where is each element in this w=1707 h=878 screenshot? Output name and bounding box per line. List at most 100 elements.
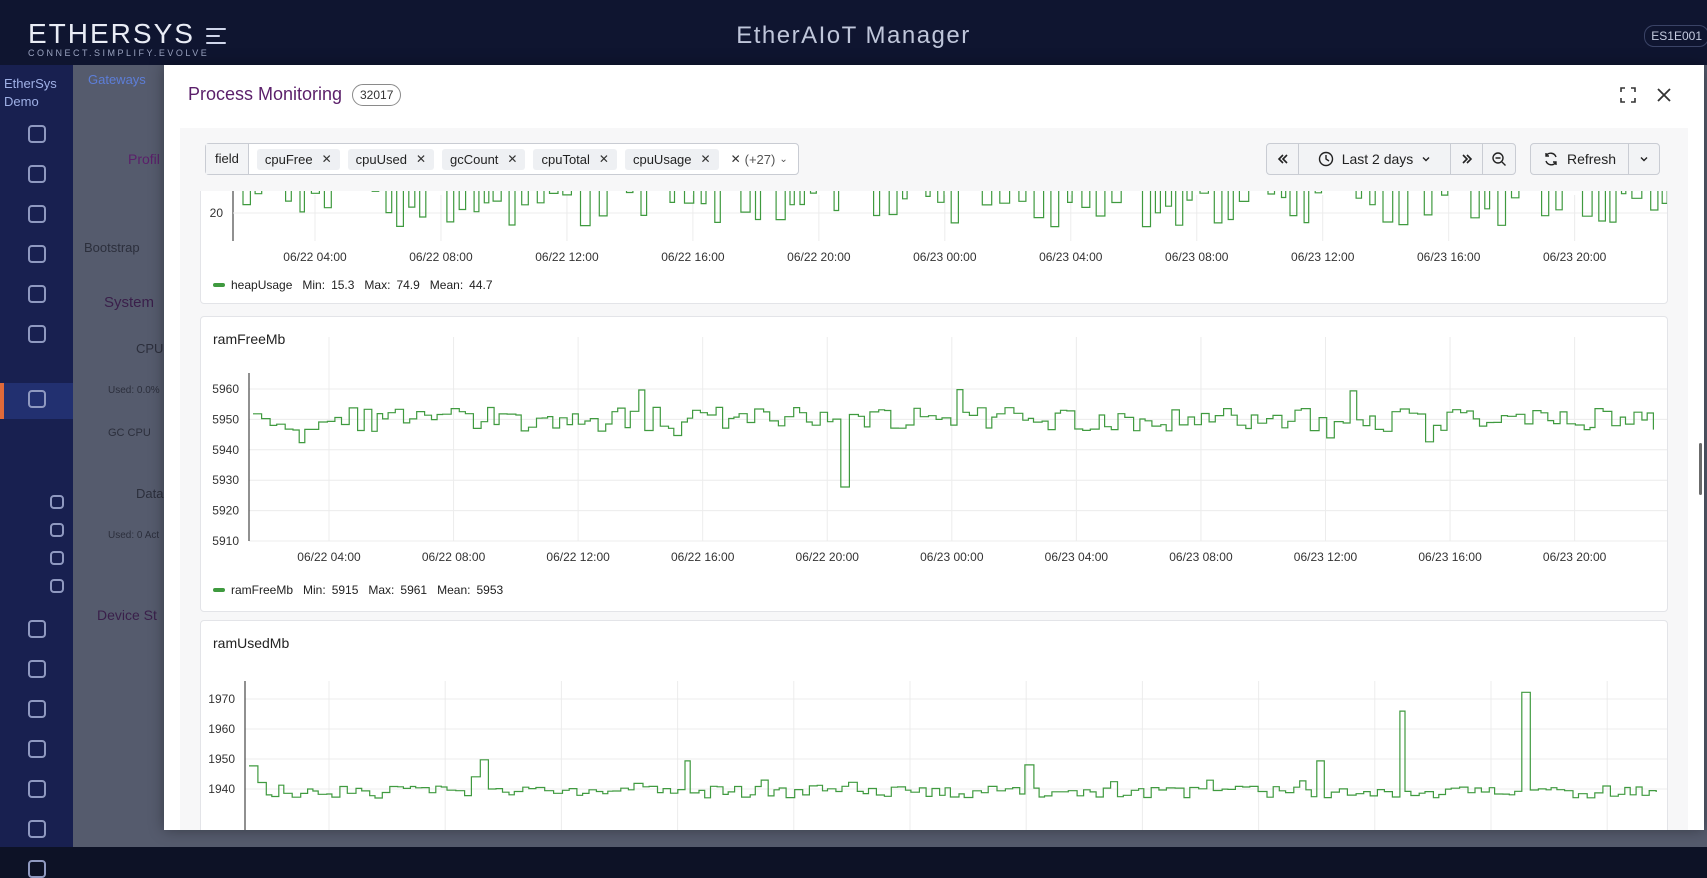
fullscreen-icon[interactable]: [1618, 85, 1638, 105]
menu-toggle-icon[interactable]: [206, 26, 230, 46]
remove-tag-icon[interactable]: ✕: [321, 152, 332, 166]
breadcrumb[interactable]: Gateways: [88, 72, 146, 87]
y-tick-label: 1940: [208, 782, 235, 796]
field-tag[interactable]: cpuUsage ✕: [624, 148, 719, 170]
zoom-out-button[interactable]: [1483, 144, 1515, 174]
cpu-label: CPU: [136, 341, 164, 356]
legend-mean-value: 44.7: [469, 278, 493, 292]
field-selector[interactable]: field cpuFree ✕ cpuUsed ✕ gcCount ✕ cpuTota…: [205, 143, 799, 175]
heap-usage-legend[interactable]: heapUsage Min: 15.3 Max: 74.9 Mean: 44.7: [213, 278, 493, 292]
zoom-out-icon: [1492, 152, 1506, 166]
users-icon[interactable]: [28, 820, 46, 838]
time-range-label: Last 2 days: [1341, 151, 1414, 167]
y-tick-label: 1960: [208, 722, 235, 736]
tag-icon[interactable]: [28, 740, 46, 758]
x-tick-label: 06/24 00:00: [1667, 550, 1668, 564]
notebook-icon[interactable]: [28, 860, 46, 878]
next-range-button[interactable]: [1451, 144, 1483, 174]
broadcast-icon[interactable]: [28, 660, 46, 678]
sidebar-active-indicator: [0, 383, 73, 419]
x-tick-label: 06/23 00:00: [913, 250, 977, 264]
x-tick-label: 06/23 16:00: [1418, 550, 1482, 564]
hierarchy-icon[interactable]: [28, 205, 46, 223]
chip-icon[interactable]: [28, 285, 46, 303]
chart-title: ramFreeMb: [213, 331, 286, 347]
x-tick-label: 06/23 12:00: [1291, 250, 1355, 264]
modal-scrollbar[interactable]: [1699, 443, 1702, 495]
x-tick-label: 06/23 04:00: [1039, 250, 1103, 264]
y-tick-label: 5910: [212, 534, 239, 548]
refresh-options-button[interactable]: [1629, 144, 1659, 174]
process-monitoring-modal: Process Monitoring 32017 06/22 04:00 06/2…: [164, 65, 1704, 830]
double-chevron-right-icon: [1461, 154, 1472, 164]
field-tag[interactable]: gcCount ✕: [442, 148, 526, 170]
ram-used-chart: 1970 1960 1950 1940: [208, 681, 1667, 830]
ram-free-series-line[interactable]: [253, 389, 1654, 488]
remove-tag-icon[interactable]: ✕: [598, 152, 609, 166]
x-tick-label: 06/22 20:00: [787, 250, 851, 264]
y-tick-label: 20: [210, 206, 224, 220]
chart-card-ram-free: ramFreeMb 5960 5950 5940 5930 5920 5910 06/22 …: [200, 316, 1668, 612]
ethersys-logo[interactable]: ETHERSYS CONNECT.SIMPLIFY.EVOLVE: [28, 18, 209, 58]
time-range-dropdown[interactable]: Last 2 days: [1299, 144, 1451, 174]
remove-tag-icon[interactable]: ✕: [700, 152, 711, 166]
profile-tab[interactable]: Profil: [128, 151, 160, 167]
legend-max-label: Max:: [368, 583, 395, 597]
device-id-chip[interactable]: ES1E001: [1644, 25, 1707, 47]
logo-tagline: CONNECT.SIMPLIFY.EVOLVE: [28, 48, 210, 58]
y-tick-label: 5920: [212, 504, 239, 518]
x-tick-label: 06/23 20:00: [1543, 550, 1607, 564]
x-tick-label: 06/23 04:00: [1045, 550, 1109, 564]
legend-max-label: Max:: [364, 278, 391, 292]
gc-cpu-label: GC CPU: [108, 427, 151, 439]
legend-min-label: Min:: [302, 278, 326, 292]
network-icon[interactable]: [28, 245, 46, 263]
modal-body: 06/22 04:00 06/22 08:00 06/22 12:00 06/22 1…: [180, 128, 1688, 830]
field-tag[interactable]: cpuFree ✕: [256, 148, 340, 170]
x-tick-label: 06/22 08:00: [422, 550, 486, 564]
legend-min-label: Min:: [303, 583, 326, 597]
x-tick-label: 06/22 12:00: [546, 550, 610, 564]
remove-tag-icon[interactable]: ✕: [415, 152, 426, 166]
ram-used-series-line[interactable]: [249, 691, 1657, 799]
field-tag[interactable]: cpuUsed ✕: [347, 148, 434, 170]
gateway-icon[interactable]: [28, 325, 46, 343]
sub-gateway-icon[interactable]: [50, 579, 64, 593]
x-tick-label: 06/23 08:00: [1169, 550, 1233, 564]
chart-title: ramUsedMb: [213, 635, 290, 651]
previous-range-button[interactable]: [1267, 144, 1299, 174]
display-icon[interactable]: [28, 780, 46, 798]
chevron-down-icon: [1422, 157, 1430, 162]
legend-swatch: [213, 283, 225, 287]
sidebar-org-name[interactable]: EtherSys Demo: [4, 76, 57, 109]
monitor-icon[interactable]: [28, 125, 46, 143]
bar-chart-icon[interactable]: [28, 165, 46, 183]
chart-card-heap-usage: 06/22 04:00 06/22 08:00 06/22 12:00 06/22 1…: [200, 174, 1668, 304]
data-used: Used: 0 Act: [108, 530, 160, 541]
x-tick-label: 06/23 20:00: [1543, 250, 1607, 264]
remove-tag-icon[interactable]: ✕: [507, 152, 518, 166]
sub-gateway-icon[interactable]: [50, 551, 64, 565]
more-fields[interactable]: ✕ (+27) ⌄: [731, 152, 788, 167]
x-tick-label: 06/22 04:00: [283, 250, 347, 264]
close-icon[interactable]: [1654, 85, 1674, 105]
legend-max-value: 74.9: [396, 278, 420, 292]
y-tick-label: 1970: [208, 692, 235, 706]
y-tick-label: 5960: [212, 382, 239, 396]
y-tick-label: 5930: [212, 473, 239, 487]
clock-icon: [1318, 151, 1333, 167]
gateway-active-icon[interactable]: [28, 390, 46, 408]
refresh-button[interactable]: Refresh: [1531, 144, 1629, 174]
clear-all-icon[interactable]: ✕: [730, 152, 741, 166]
field-tag[interactable]: cpuTotal ✕: [533, 148, 617, 170]
data-label: Data: [136, 486, 164, 501]
book-icon[interactable]: [28, 620, 46, 638]
legend-mean-label: Mean:: [437, 583, 471, 597]
ram-free-legend[interactable]: ramFreeMb Min: 5915 Max: 5961 Mean: 5953: [213, 583, 503, 597]
bootstrap-label: Bootstrap: [84, 240, 140, 255]
sub-monitor-icon[interactable]: [50, 495, 64, 509]
app-title: EtherAIoT Manager: [736, 22, 971, 49]
documents-icon[interactable]: [28, 700, 46, 718]
sub-gateway-icon[interactable]: [50, 523, 64, 537]
x-tick-label: 06/23 16:00: [1417, 250, 1481, 264]
